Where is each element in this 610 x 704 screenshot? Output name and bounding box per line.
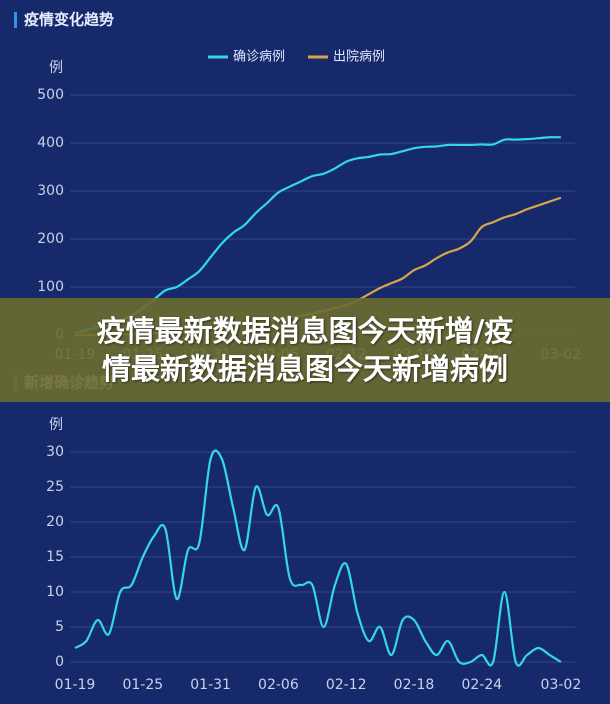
legend-label: 确诊病例 [233,50,285,65]
y-tick-label: 30 [46,444,64,460]
y-tick-label: 200 [37,231,64,247]
x-tick-label: 02-12 [326,677,367,693]
y-axis-label: 例 [49,60,63,76]
x-tick-label: 03-02 [541,677,582,693]
legend-label: 出院病例 [333,50,385,65]
x-tick-label: 01-31 [190,677,231,693]
x-tick-label: 01-19 [55,677,96,693]
y-axis-label: 例 [49,417,63,433]
title-marker [14,12,17,28]
banner-line: 疫情最新数据消息图今天新增/疫 [96,314,514,348]
y-tick-label: 0 [55,654,64,670]
y-tick-label: 5 [55,619,64,635]
y-tick-label: 300 [37,183,64,199]
y-tick-label: 500 [37,87,64,103]
y-tick-label: 15 [46,549,64,565]
banner-line: 情最新数据消息图今天新增病例 [101,352,508,386]
banner: 疫情最新数据消息图今天新增/疫 情最新数据消息图今天新增病例 [0,298,610,402]
y-tick-label: 10 [46,584,64,600]
y-tick-label: 400 [37,135,64,151]
y-tick-label: 20 [46,514,64,530]
chart-title: 疫情变化趋势 [24,11,114,29]
y-tick-label: 25 [46,479,64,495]
y-tick-label: 100 [37,279,64,295]
x-tick-label: 02-06 [258,677,299,693]
x-tick-label: 02-18 [394,677,435,693]
series-line [74,449,562,667]
x-tick-label: 01-25 [122,677,163,693]
x-tick-label: 02-24 [461,677,502,693]
